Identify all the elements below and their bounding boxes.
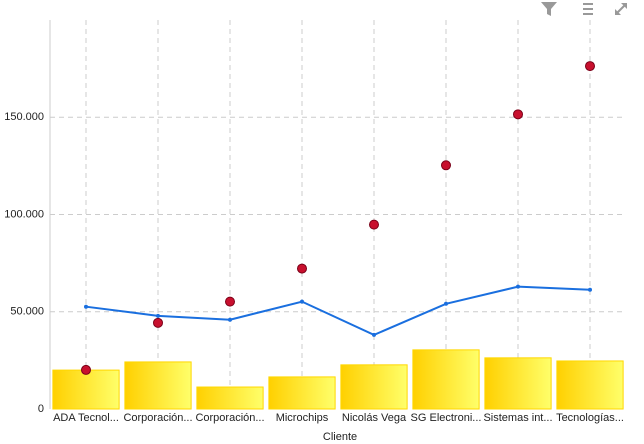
bar (484, 357, 552, 410)
scatter-point (153, 317, 163, 328)
line-point (588, 287, 592, 292)
bar (268, 376, 336, 410)
line-point (156, 313, 160, 318)
menu-button[interactable] (583, 3, 593, 15)
y-tick-label: 150.000 (4, 111, 44, 123)
line-point (372, 332, 376, 337)
x-tick-label: Nicolás Vega (342, 412, 407, 424)
filter-button[interactable] (541, 2, 557, 16)
y-tick-label: 50.000 (10, 306, 44, 318)
scatter-point (585, 61, 595, 72)
x-tick-label: Corporación... (195, 412, 264, 424)
bar (556, 360, 624, 410)
line (85, 285, 591, 336)
scatter-point (81, 364, 91, 375)
line-point (300, 299, 304, 304)
bar (124, 361, 192, 410)
x-axis-title: Cliente (323, 431, 357, 443)
line-point (228, 317, 232, 322)
x-tick-label: ADA Tecnol... (53, 412, 119, 424)
x-tick-label: Corporación... (123, 412, 192, 424)
scatter-point (441, 160, 451, 171)
x-tick-label: Tecnologías... (556, 412, 624, 424)
bar (196, 386, 264, 410)
line-point (84, 304, 88, 309)
scatter-point (513, 109, 523, 120)
scatter-point (225, 296, 235, 307)
x-tick-label: Sistemas int... (483, 412, 552, 424)
x-tick-label: SG Electroni... (411, 412, 482, 424)
bar (340, 364, 408, 410)
expand-button[interactable] (615, 3, 627, 15)
bar (412, 349, 480, 410)
x-tick-label: Microchips (276, 412, 329, 424)
line-point (516, 284, 520, 289)
bar (52, 369, 120, 410)
scatter-point (369, 219, 379, 230)
scatter-point (297, 263, 307, 274)
y-tick-label: 100.000 (4, 208, 44, 220)
line-point (444, 301, 448, 306)
y-tick-label: 0 (38, 403, 44, 415)
